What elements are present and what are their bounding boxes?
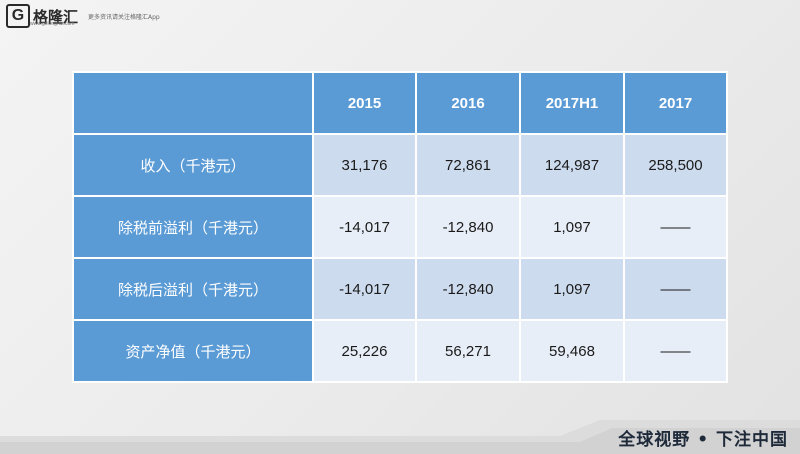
table-cell: -14,017 (312, 257, 417, 321)
table-cell: 31,176 (312, 133, 417, 197)
column-header-2015: 2015 (312, 71, 417, 135)
table-cell: 1,097 (519, 257, 625, 321)
table-cell: 72,861 (415, 133, 521, 197)
footer: 全球视野 • 下注中国 (0, 420, 800, 454)
table-row-revenue: 收入（千港元） 31,176 72,861 124,987 258,500 (72, 133, 728, 197)
table-header-row: 2015 2016 2017H1 2017 (72, 71, 728, 135)
logo-url: www.gelonghui.com (30, 21, 75, 27)
column-header-2017: 2017 (623, 71, 728, 135)
logo-text: 格隆汇 (33, 7, 79, 26)
table-cell: -12,840 (415, 257, 521, 321)
row-label: 除税前溢利（千港元） (72, 195, 314, 259)
footer-slogan: 全球视野 • 下注中国 (618, 430, 788, 450)
row-label: 收入（千港元） (72, 133, 314, 197)
row-label: 资产净值（千港元） (72, 319, 314, 383)
table-cell: 25,226 (312, 319, 417, 383)
table-cell: -12,840 (415, 195, 521, 259)
financial-table: 2015 2016 2017H1 2017 收入（千港元） 31,176 72,… (72, 71, 728, 383)
table-cell: 56,271 (415, 319, 521, 383)
table-cell: 59,468 (519, 319, 625, 383)
table-cell: 1,097 (519, 195, 625, 259)
table-cell: 124,987 (519, 133, 625, 197)
column-header-2016: 2016 (415, 71, 521, 135)
header-tagline: 更多资讯请关注格隆汇App (88, 14, 160, 21)
table-row-pretax-profit: 除税前溢利（千港元） -14,017 -12,840 1,097 —— (72, 195, 728, 259)
table-cell: -14,017 (312, 195, 417, 259)
footer-decoration (0, 420, 800, 454)
table-row-aftertax-profit: 除税后溢利（千港元） -14,017 -12,840 1,097 —— (72, 257, 728, 321)
table-cell: —— (623, 257, 728, 321)
logo-mark: G (6, 4, 30, 28)
table-cell: —— (623, 195, 728, 259)
table-row-net-assets: 资产净值（千港元） 25,226 56,271 59,468 —— (72, 319, 728, 383)
row-label: 除税后溢利（千港元） (72, 257, 314, 321)
column-header-2017h1: 2017H1 (519, 71, 625, 135)
table-cell: —— (623, 319, 728, 383)
logo: G 格隆汇 (6, 2, 82, 30)
table-header-corner (72, 71, 314, 135)
table-cell: 258,500 (623, 133, 728, 197)
